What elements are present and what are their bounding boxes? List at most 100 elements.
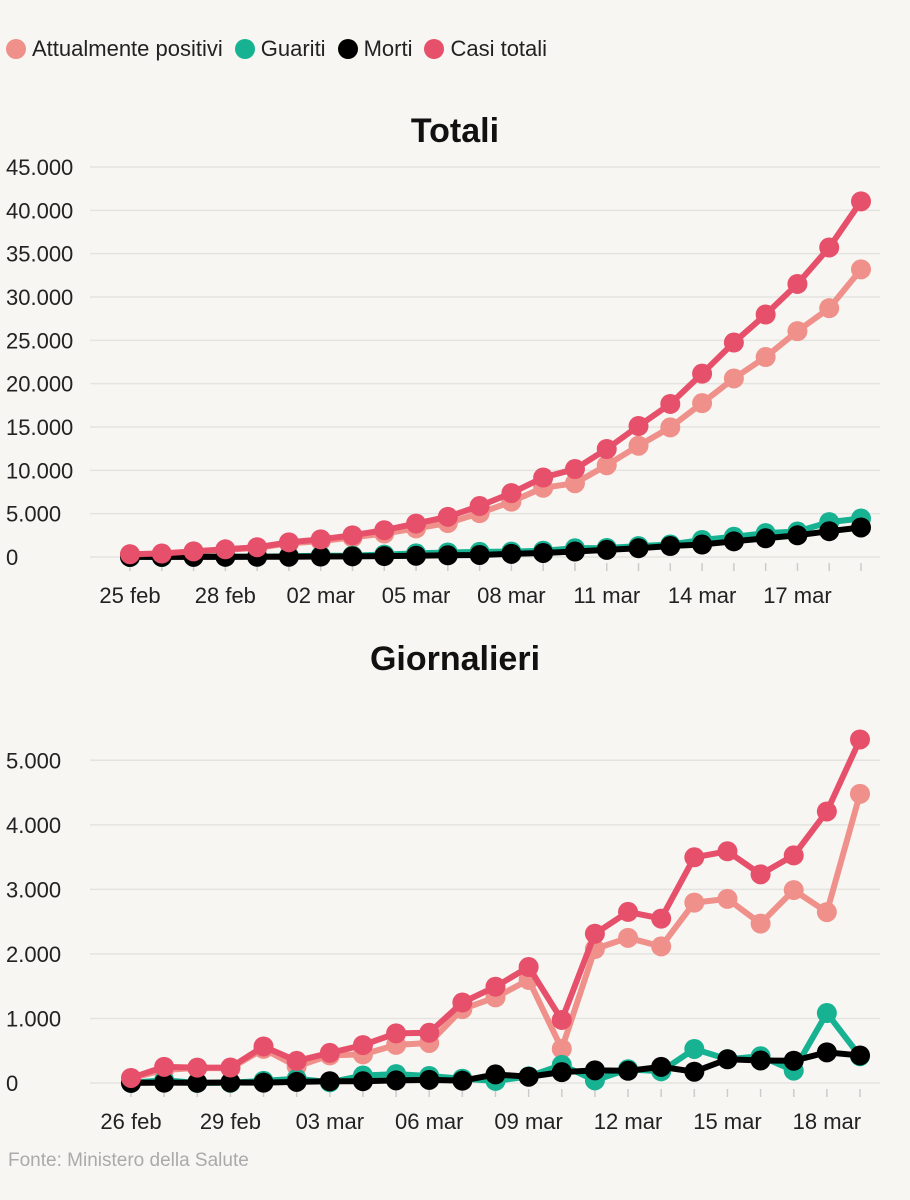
data-point <box>628 416 649 437</box>
legend-swatch <box>234 39 255 59</box>
data-point <box>850 1045 870 1066</box>
y-tick-label: 20.000 <box>6 372 73 397</box>
series-attualmente-positivi <box>120 259 871 565</box>
data-point <box>533 542 554 563</box>
legend-item: Casi totali <box>424 36 547 62</box>
data-point <box>850 783 870 804</box>
data-point <box>618 1060 639 1081</box>
x-tick-label: 28 feb <box>195 583 256 608</box>
data-point <box>618 927 639 948</box>
data-point <box>253 1036 274 1057</box>
legend-label: Casi totali <box>450 36 548 61</box>
data-point <box>692 534 713 555</box>
data-point <box>215 539 236 560</box>
y-tick-label: 4.000 <box>6 813 61 838</box>
series-line <box>128 790 863 1082</box>
y-tick-label: 2.000 <box>6 942 61 967</box>
data-point <box>485 1064 506 1085</box>
data-point <box>564 541 585 562</box>
data-point <box>310 529 331 550</box>
legend-item: Morti <box>337 36 412 62</box>
data-point <box>628 435 649 456</box>
chart-title-giornalieri: Giornalieri <box>369 640 541 678</box>
data-point <box>651 936 672 957</box>
data-point <box>469 544 490 565</box>
y-tick-label: 5.000 <box>6 502 61 527</box>
data-point <box>755 304 776 325</box>
data-point <box>596 438 617 459</box>
series-line <box>127 266 864 558</box>
data-point <box>352 1071 373 1092</box>
legend-swatch <box>424 39 445 59</box>
x-tick-label: 05 mar <box>382 583 450 608</box>
data-point <box>819 298 840 319</box>
y-tick-label: 1.000 <box>6 1006 61 1031</box>
data-point <box>183 541 204 562</box>
x-tick-label: 29 feb <box>200 1109 261 1134</box>
data-point <box>723 368 744 389</box>
data-point <box>278 546 299 567</box>
data-point <box>783 880 804 901</box>
data-point <box>247 537 268 558</box>
data-point <box>787 525 808 546</box>
data-point <box>187 1072 208 1093</box>
chart-giornalieri: 0 1.000 2.000 3.000 4.000 5.000 26 feb 29 feb 03… <box>6 729 880 1134</box>
data-point <box>816 801 837 822</box>
data-point <box>342 546 363 567</box>
data-point <box>319 1071 340 1092</box>
data-point <box>121 1067 141 1088</box>
data-point <box>783 1050 804 1071</box>
series-morti <box>121 1042 870 1093</box>
data-point <box>787 273 808 294</box>
x-tick-label: 18 mar <box>793 1109 861 1134</box>
data-point <box>485 976 506 997</box>
data-point <box>692 393 713 414</box>
data-point <box>533 467 554 488</box>
data-point <box>501 483 522 504</box>
data-point <box>386 1023 407 1044</box>
data-point <box>618 901 639 922</box>
legend-swatch <box>6 39 26 59</box>
data-point <box>819 521 840 542</box>
data-point <box>660 536 681 557</box>
data-point <box>816 1003 837 1024</box>
y-tick-label: 15.000 <box>6 415 73 440</box>
data-point <box>850 729 870 750</box>
data-point <box>755 528 776 549</box>
data-point <box>120 544 140 565</box>
x-tick-label: 14 mar <box>668 583 736 608</box>
data-point <box>717 841 738 862</box>
data-point <box>352 1035 373 1056</box>
data-point <box>286 1071 307 1092</box>
data-point <box>469 496 490 517</box>
y-tick-label: 5.000 <box>6 748 61 773</box>
y-tick-label: 30.000 <box>6 285 73 310</box>
data-point <box>816 1042 837 1063</box>
x-tick-label: 08 mar <box>477 583 545 608</box>
data-point <box>220 1057 241 1078</box>
data-point <box>851 517 871 538</box>
data-point <box>564 473 585 494</box>
x-tick-label: 15 mar <box>693 1109 761 1134</box>
x-tick-label: 26 feb <box>100 1109 161 1134</box>
data-point <box>518 1066 539 1087</box>
x-tick-label: 17 mar <box>763 583 831 608</box>
data-point <box>750 913 771 934</box>
x-tick-label: 09 mar <box>494 1109 562 1134</box>
data-point <box>584 1060 605 1081</box>
legend-item: Guariti <box>234 36 326 62</box>
data-point <box>723 531 744 552</box>
series-line <box>128 736 863 1081</box>
legend-label: Guariti <box>260 36 326 61</box>
data-point <box>187 1057 208 1078</box>
data-point <box>386 1070 407 1091</box>
chart-title-totali: Totali <box>410 112 500 150</box>
series-morti <box>120 517 871 567</box>
series-attualmente-positivi <box>121 783 870 1089</box>
data-point <box>374 520 395 541</box>
source-note: Fonte: Ministero della Salute <box>8 1150 249 1171</box>
data-point <box>551 1038 572 1059</box>
legend-label: Attualmente positivi <box>32 36 223 61</box>
data-point <box>819 237 840 258</box>
y-tick-label: 0 <box>6 1071 18 1096</box>
